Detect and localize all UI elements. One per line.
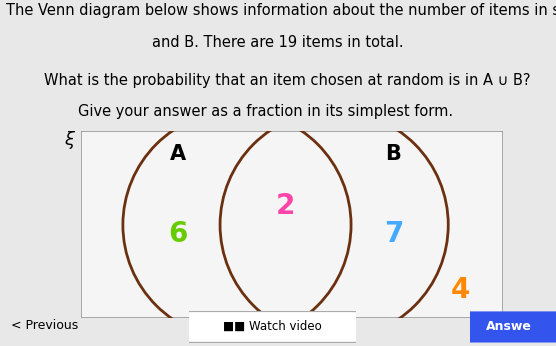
Text: What is the probability that an item chosen at random is in A ∪ B?: What is the probability that an item cho… xyxy=(44,73,531,88)
Text: < Previous: < Previous xyxy=(11,319,78,332)
Text: B: B xyxy=(385,144,401,164)
Text: A: A xyxy=(170,144,186,164)
Text: and B. There are 19 items in total.: and B. There are 19 items in total. xyxy=(152,35,404,49)
FancyBboxPatch shape xyxy=(465,311,556,343)
Text: The Venn diagram below shows information about the number of items in sets A: The Venn diagram below shows information… xyxy=(6,3,556,18)
Text: Give your answer as a fraction in its simplest form.: Give your answer as a fraction in its si… xyxy=(78,104,453,119)
Text: 7: 7 xyxy=(384,220,403,248)
Text: 6: 6 xyxy=(168,220,187,248)
FancyBboxPatch shape xyxy=(184,311,361,343)
Text: 2: 2 xyxy=(276,192,295,220)
Text: ξ: ξ xyxy=(64,131,74,149)
Text: 4: 4 xyxy=(451,276,470,304)
FancyBboxPatch shape xyxy=(81,131,503,318)
Text: Answe: Answe xyxy=(485,320,532,333)
Text: ■■ Watch video: ■■ Watch video xyxy=(223,320,322,333)
